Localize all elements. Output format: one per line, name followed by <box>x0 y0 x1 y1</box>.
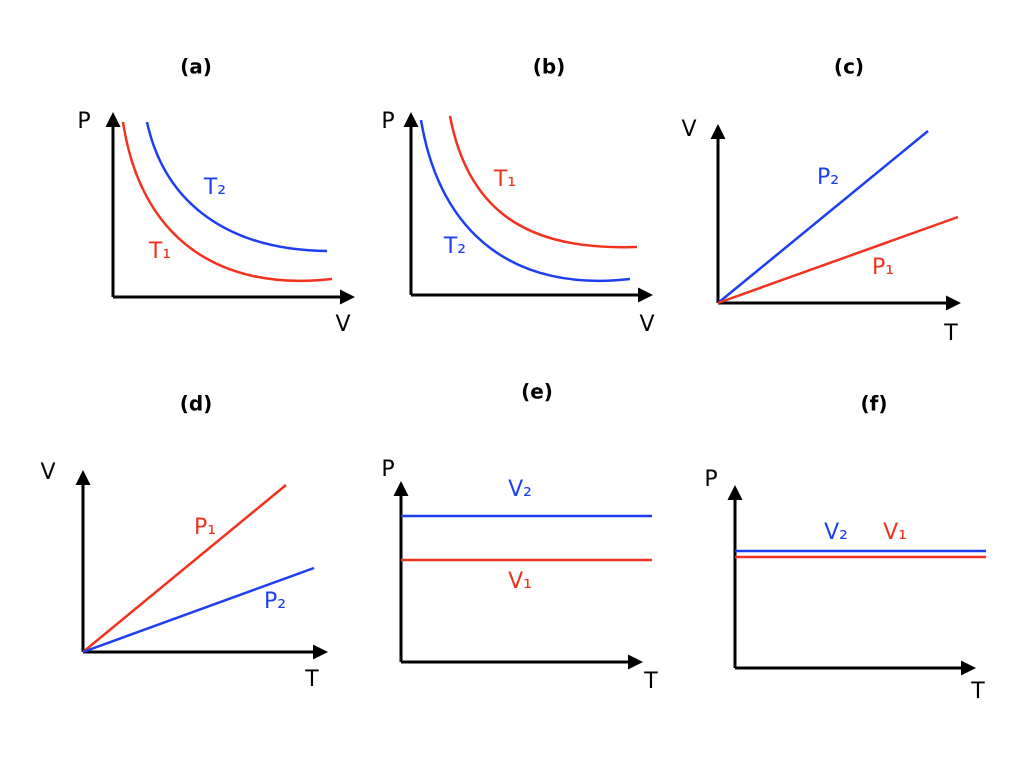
curve-label: V₂ <box>508 477 532 502</box>
x-axis-label: V <box>639 312 654 337</box>
panel: (c) V T P₂ P₁ <box>681 55 961 346</box>
y-axis-label: P <box>381 109 394 134</box>
curve-label: P₁ <box>872 255 894 280</box>
panel-title: (e) <box>521 380 553 404</box>
panel: (d) V T P₁ P₂ <box>40 392 328 692</box>
panel-title: (a) <box>180 55 212 79</box>
y-axis-label: P <box>381 457 394 482</box>
curve <box>419 119 631 283</box>
y-axis-label: P <box>704 467 717 492</box>
curve-label: V₂ <box>824 520 848 545</box>
curve-label: T₂ <box>443 234 466 259</box>
y-axis-label: V <box>681 117 696 142</box>
curve-label: P₁ <box>194 515 216 540</box>
curve-label: P₂ <box>817 165 839 190</box>
panel: (e) P T V₂ V₁ <box>381 380 658 695</box>
x-axis-label: T <box>970 679 985 704</box>
curve-label: P₂ <box>264 589 286 614</box>
x-axis-label: V <box>335 312 350 337</box>
x-axis-label: T <box>643 669 658 694</box>
curve-label: T₂ <box>203 175 226 200</box>
panel-title: (b) <box>533 55 566 79</box>
curve-label: V₁ <box>883 520 907 545</box>
curve <box>145 121 328 253</box>
panel: (f) P T V₂ V₁ <box>704 392 986 704</box>
x-axis-label: T <box>943 321 958 346</box>
panel-title: (c) <box>834 55 864 79</box>
panel-title: (f) <box>861 392 888 416</box>
curve <box>717 215 959 305</box>
panel: (a) P V T₂ T₁ <box>77 55 355 337</box>
curve-label: V₁ <box>508 569 532 594</box>
panel: (b) P V T₁ T₂ <box>381 55 654 338</box>
panel-title: (d) <box>180 392 213 416</box>
curve <box>121 121 333 283</box>
y-axis-label: P <box>77 109 90 134</box>
curve-label: T₁ <box>493 167 516 192</box>
y-axis-label: V <box>40 460 55 485</box>
curve <box>82 484 287 653</box>
curve <box>82 566 315 654</box>
curve-label: T₁ <box>148 239 171 264</box>
curve <box>448 115 638 249</box>
x-axis-label: T <box>304 667 319 692</box>
curve <box>717 130 929 304</box>
